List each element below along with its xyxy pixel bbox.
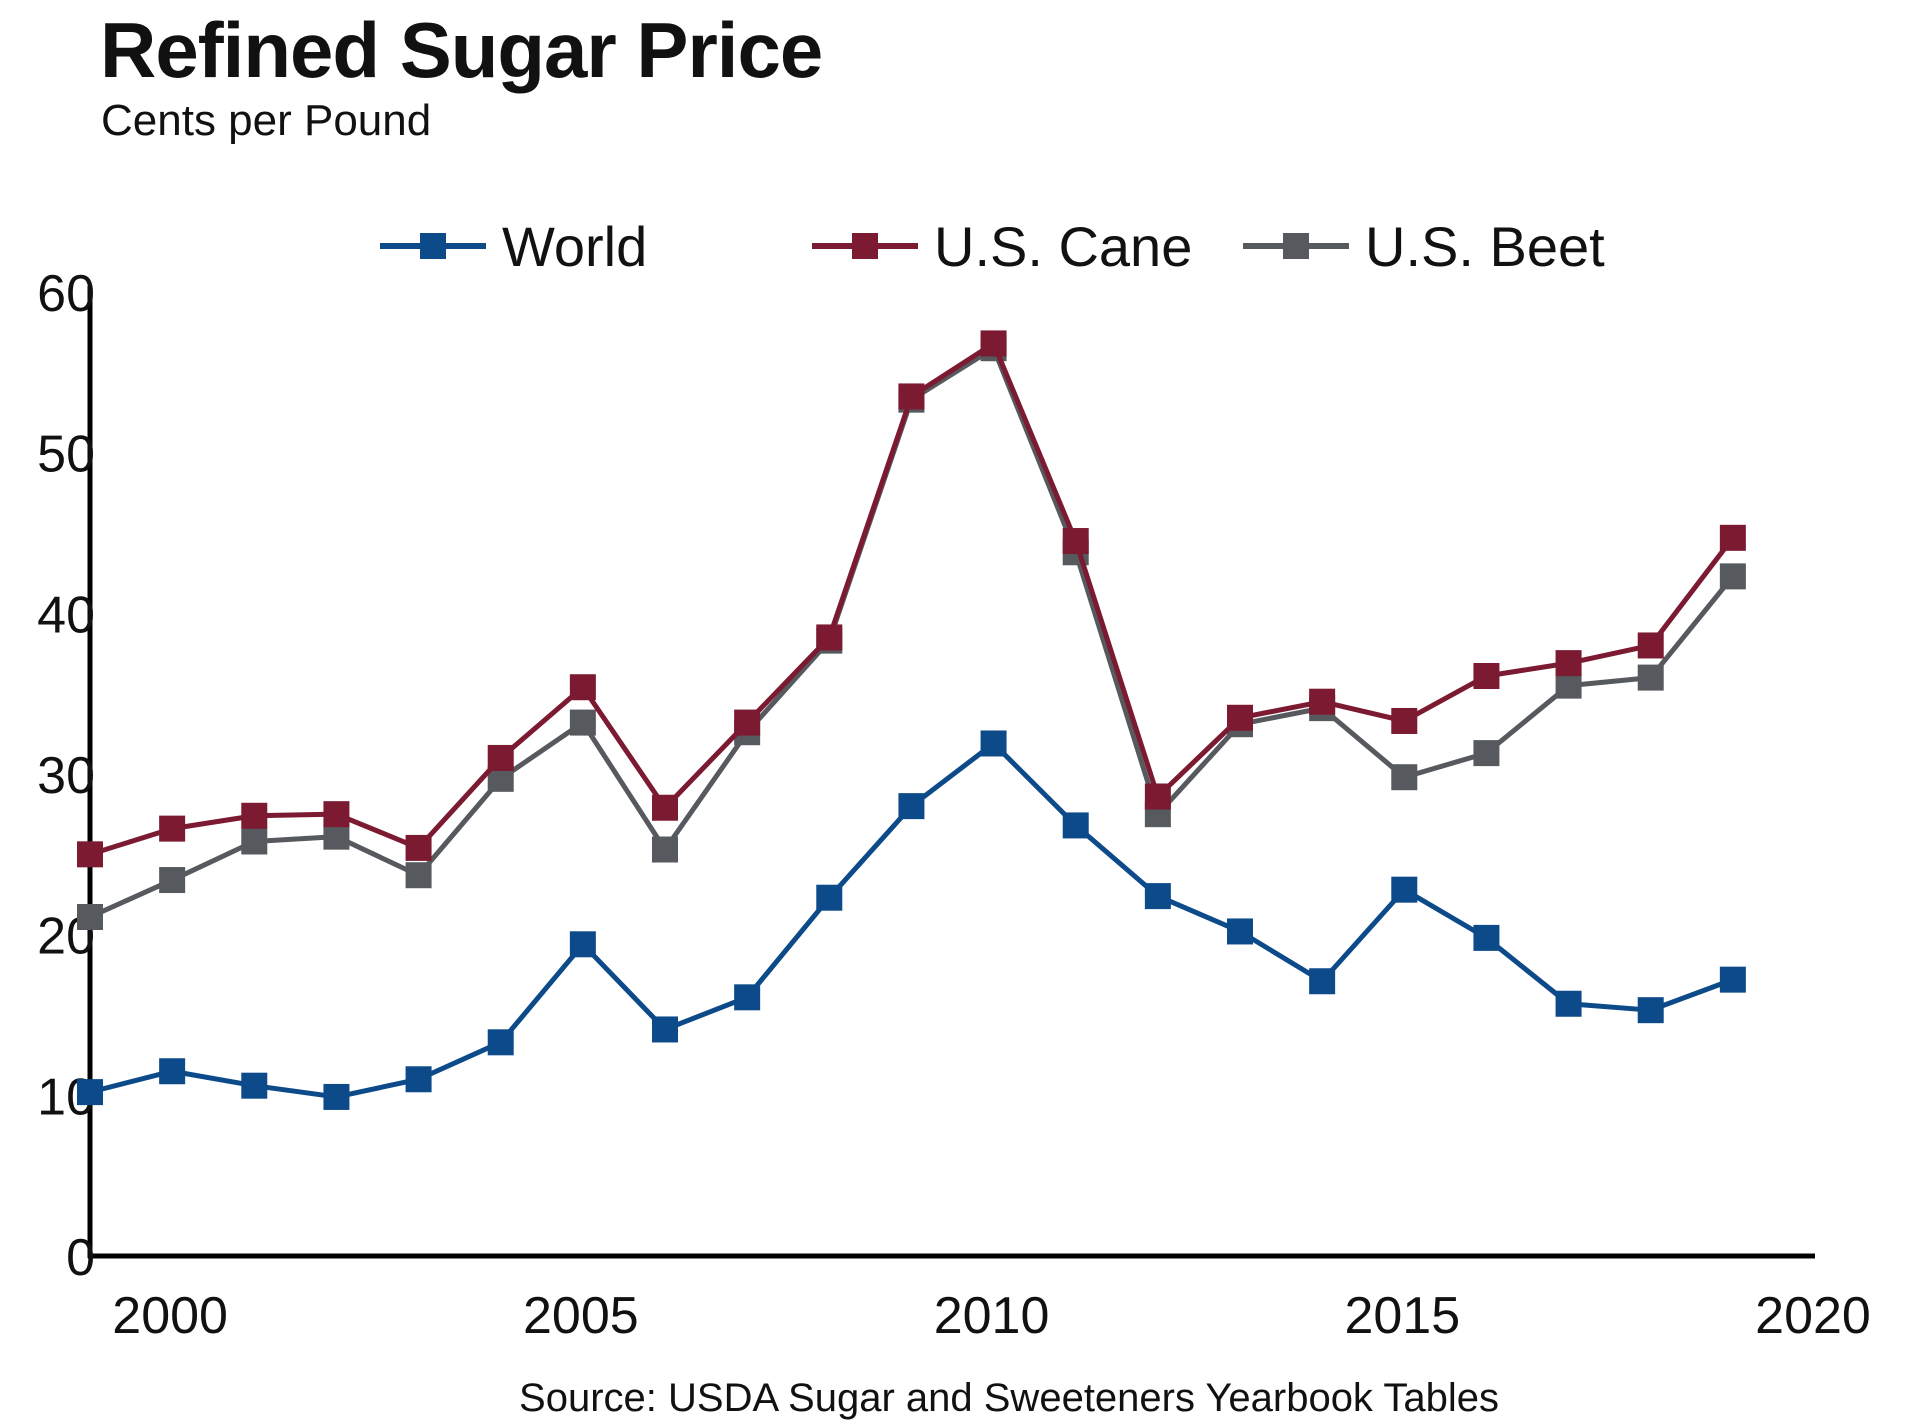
data-point [487, 1029, 514, 1056]
y-tick-label: 30 [37, 747, 95, 805]
data-point [405, 862, 432, 889]
legend-label: World [502, 215, 647, 278]
data-point [1309, 688, 1336, 715]
legend-item: U.S. Cane [812, 215, 1192, 278]
chart-subtitle: Cents per Pound [101, 96, 432, 145]
data-point [1637, 632, 1664, 659]
data-point [652, 794, 678, 821]
series-world [77, 730, 1746, 1110]
data-point [569, 709, 596, 736]
data-point [1391, 876, 1418, 903]
data-point [1473, 662, 1500, 689]
legend-label: U.S. Cane [934, 215, 1192, 278]
legend-item: World [380, 215, 647, 278]
y-tick-label: 60 [37, 265, 95, 323]
data-point [1062, 528, 1089, 555]
data-point [323, 823, 350, 850]
data-point [734, 709, 761, 736]
data-point [1227, 704, 1253, 731]
data-point [405, 1066, 432, 1093]
legend-label: U.S. Beet [1365, 215, 1605, 278]
series-line [89, 340, 1735, 857]
data-point [323, 1083, 350, 1110]
data-point [241, 802, 268, 829]
data-point [816, 884, 843, 911]
data-point [980, 330, 1007, 357]
data-point [1473, 740, 1500, 767]
data-point [898, 383, 925, 410]
series-u-s-beet [77, 335, 1746, 930]
data-point [1309, 968, 1336, 995]
series-u-s-cane [77, 330, 1746, 868]
data-point [1555, 650, 1582, 677]
data-point [487, 744, 514, 771]
data-point [980, 730, 1007, 757]
data-point [159, 1058, 186, 1085]
data-point [1144, 883, 1171, 910]
data-point [1637, 997, 1664, 1024]
data-point [1637, 664, 1664, 691]
x-tick-label: 2020 [1755, 1287, 1871, 1345]
data-point [77, 903, 103, 930]
data-point [405, 834, 432, 861]
chart-source: Source: USDA Sugar and Sweeteners Yearbo… [519, 1376, 1499, 1420]
data-point [241, 1072, 268, 1099]
data-point [1391, 707, 1418, 734]
data-point [159, 867, 186, 894]
data-point [1062, 812, 1089, 839]
data-point [816, 624, 843, 651]
data-point [652, 1016, 678, 1043]
data-point [569, 931, 596, 958]
legend-item: U.S. Beet [1243, 215, 1605, 278]
data-point [241, 828, 268, 855]
legend-swatch-marker [1283, 233, 1309, 259]
y-tick-label: 40 [37, 586, 95, 644]
legend-swatch-marker [852, 233, 878, 259]
data-point [323, 801, 350, 828]
data-point [1473, 924, 1500, 951]
chart-title: Refined Sugar Price [100, 6, 823, 94]
x-tick-label: 2015 [1344, 1287, 1460, 1345]
data-point [898, 793, 925, 820]
chart-series [77, 330, 1746, 1110]
data-point [77, 841, 103, 868]
data-point [159, 815, 186, 842]
data-point [1719, 966, 1746, 993]
data-point [1719, 524, 1746, 551]
data-point [1391, 764, 1418, 791]
y-tick-label: 50 [37, 426, 95, 484]
data-point [652, 836, 678, 863]
data-point [1555, 672, 1582, 699]
data-point [1719, 563, 1746, 590]
x-tick-label: 2000 [112, 1287, 228, 1345]
data-point [77, 1079, 103, 1106]
x-tick-label: 2010 [934, 1287, 1050, 1345]
legend-swatch-marker [420, 233, 446, 259]
x-tick-label: 2005 [523, 1287, 639, 1345]
data-point [1555, 990, 1582, 1017]
data-point [734, 984, 761, 1011]
y-tick-label: 0 [66, 1229, 95, 1287]
chart-legend: World U.S. Cane U.S. Beet [380, 215, 1605, 278]
data-point [1144, 783, 1171, 810]
data-point [569, 674, 596, 701]
data-point [1227, 918, 1253, 945]
